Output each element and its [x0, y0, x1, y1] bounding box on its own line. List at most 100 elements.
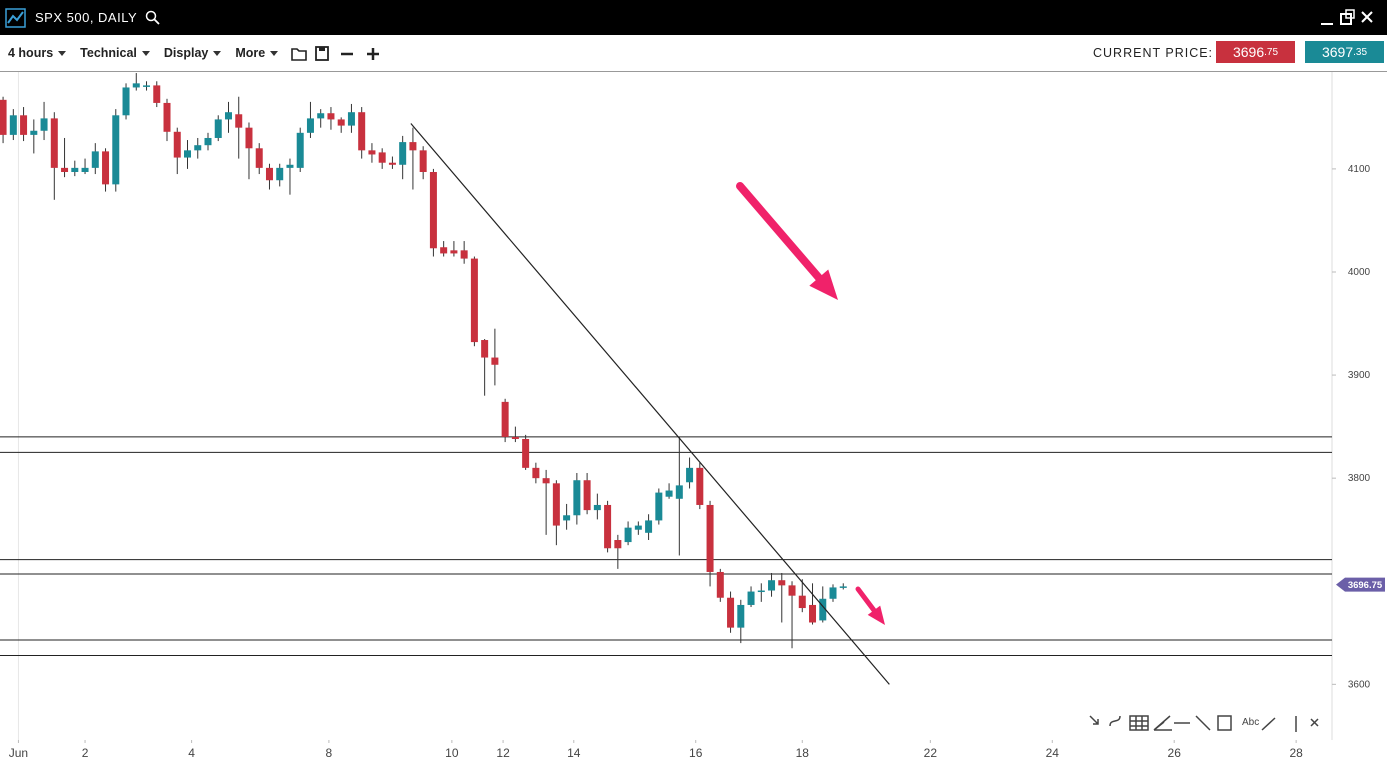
candle-body [747, 591, 755, 605]
candle [245, 122, 253, 180]
candle [522, 434, 530, 470]
candle-body [511, 436, 519, 439]
candle-body [665, 490, 673, 497]
candle [839, 583, 847, 590]
candle-body [102, 151, 110, 185]
candle-body [788, 585, 796, 596]
trendline [410, 123, 890, 685]
x-tick-label: 22 [924, 746, 938, 760]
candle-body [768, 580, 776, 591]
candle [20, 107, 28, 142]
candle-body [214, 119, 222, 138]
candle [347, 103, 355, 133]
candle [50, 112, 58, 200]
candle [614, 534, 622, 569]
candle [296, 127, 304, 172]
candle-body [593, 504, 601, 511]
candle [102, 148, 110, 192]
candle [645, 514, 653, 541]
title-bar: SPX 500, DAILY [0, 0, 1387, 35]
candle-body [122, 87, 130, 116]
candle-body [532, 467, 540, 479]
menu[interactable]: 4 hours [8, 46, 66, 60]
candle-body [757, 590, 765, 593]
candle-body [819, 598, 827, 621]
candle-body [245, 127, 253, 149]
candle [81, 158, 89, 175]
x-tick-label: Jun [9, 746, 28, 760]
candle-body [809, 604, 817, 623]
candle [317, 109, 325, 128]
annotation-arrow-head [867, 605, 885, 625]
candle [399, 135, 407, 180]
bid-price[interactable]: 3696.75 [1216, 41, 1295, 63]
price-label: CURRENT PRICE: [1093, 46, 1214, 60]
candle-body [634, 525, 642, 530]
candle-body [61, 167, 69, 172]
toolbar: 4 hours Technical Display More CURRENT P… [0, 35, 1387, 72]
candle [675, 436, 683, 556]
candle [727, 591, 735, 633]
candle-body [645, 520, 653, 533]
candle [204, 132, 212, 151]
candle [829, 584, 837, 602]
candle-body [552, 483, 560, 526]
candle-body [429, 171, 437, 249]
x-tick-label: 28 [1289, 746, 1303, 760]
candle-body [624, 527, 632, 543]
candle-body [573, 480, 581, 516]
y-tick-label: 4000 [1348, 267, 1371, 278]
candle [378, 148, 386, 169]
candle [563, 503, 571, 530]
candle [194, 137, 202, 159]
candle-body [737, 604, 745, 628]
candle-body [419, 150, 427, 172]
y-tick-label: 3900 [1348, 370, 1371, 381]
candle [112, 109, 120, 192]
candle [440, 241, 448, 257]
candle-body [184, 150, 192, 158]
ask-price[interactable]: 3697.35 [1305, 41, 1384, 63]
candle [419, 146, 427, 180]
candle [450, 241, 458, 257]
candle-body [655, 492, 663, 521]
candle [460, 241, 468, 264]
candle [542, 469, 550, 535]
candle [706, 500, 714, 587]
candle-body [327, 113, 335, 120]
candle-body [460, 250, 468, 259]
candle-body [235, 114, 243, 128]
candle-body [440, 247, 448, 254]
candle [819, 586, 827, 623]
candle-body [470, 258, 478, 343]
menu[interactable]: More [235, 46, 278, 60]
candle [61, 137, 69, 178]
toolbar-icons[interactable] [290, 43, 390, 63]
candle-body [286, 164, 294, 168]
menu[interactable]: Display [164, 46, 221, 60]
text-tool[interactable]: Abc [1242, 717, 1259, 728]
candle-body [143, 85, 151, 87]
candle [286, 158, 294, 195]
candle-body [409, 142, 417, 151]
annotation-arrow-head [809, 269, 838, 300]
window-controls[interactable] [1319, 8, 1379, 28]
candle [306, 101, 314, 138]
candle [470, 256, 478, 347]
candle-body [50, 118, 58, 168]
candle-body [306, 118, 314, 133]
candle-body [81, 167, 89, 172]
search-icon[interactable] [145, 10, 161, 26]
drawing-tools[interactable]: Abc [1089, 715, 1319, 732]
x-tick-label: 12 [496, 746, 510, 760]
x-tick-label: 14 [567, 746, 581, 760]
candle-body [9, 115, 17, 135]
candle [593, 493, 601, 520]
candle-body [778, 580, 786, 586]
menu[interactable]: Technical [80, 46, 150, 60]
candle [368, 143, 376, 163]
candle [788, 581, 796, 649]
candle [255, 143, 263, 175]
candle [573, 473, 581, 525]
candle [768, 573, 776, 597]
